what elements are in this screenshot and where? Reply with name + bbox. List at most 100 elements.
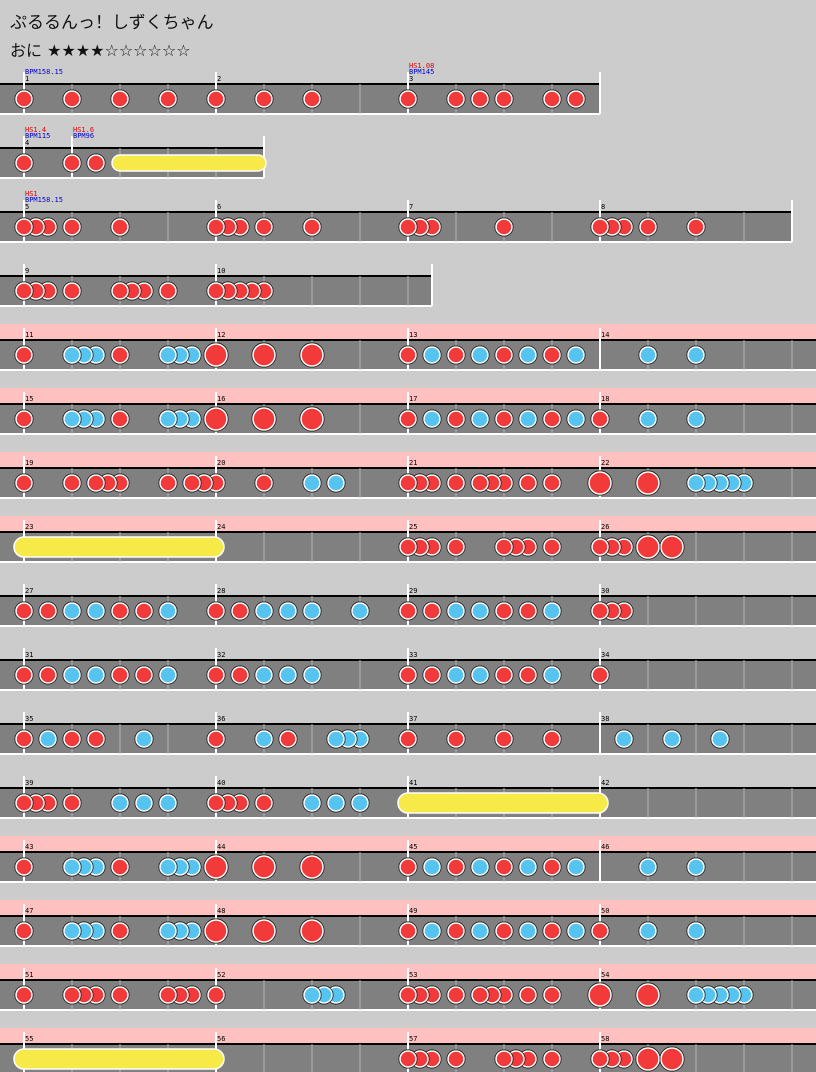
ka-note	[615, 730, 633, 748]
don-note-outline	[494, 217, 514, 237]
don-note-outline	[14, 985, 34, 1005]
ka-note-outline	[326, 793, 346, 813]
don-note	[423, 602, 441, 620]
don-note	[207, 602, 225, 620]
don-note-outline	[398, 473, 418, 493]
ka-note	[63, 666, 81, 684]
big-don-note-outline	[299, 342, 325, 368]
don-note	[495, 602, 513, 620]
don-note	[111, 410, 129, 428]
ka-note-outline	[518, 921, 538, 941]
don-note	[591, 538, 609, 556]
ka-note-outline	[662, 729, 682, 749]
measure-number: 36	[217, 715, 225, 723]
chart-row: 9 10	[0, 264, 433, 307]
don-note	[15, 602, 33, 620]
don-note-outline	[398, 857, 418, 877]
don-note-outline	[518, 985, 538, 1005]
don-note-outline	[62, 729, 82, 749]
ka-note-outline	[710, 729, 730, 749]
don-note	[591, 602, 609, 620]
don-note-outline	[494, 729, 514, 749]
don-note-outline	[590, 601, 610, 621]
ka-note	[159, 602, 177, 620]
don-note-outline	[182, 473, 202, 493]
don-note	[159, 282, 177, 300]
don-note	[111, 858, 129, 876]
don-note	[591, 666, 609, 684]
drumroll-note	[13, 536, 225, 558]
don-note	[447, 538, 465, 556]
ka-note	[303, 666, 321, 684]
ka-note-outline	[326, 473, 346, 493]
don-note-outline	[14, 153, 34, 173]
ka-note	[303, 794, 321, 812]
hs-label: HS1.08	[409, 62, 434, 70]
measure-number: 56	[217, 1035, 225, 1043]
don-note	[207, 986, 225, 1004]
don-note-outline	[590, 665, 610, 685]
ka-note-outline	[62, 921, 82, 941]
don-note	[567, 90, 585, 108]
ka-note-outline	[350, 793, 370, 813]
measure-number: 29	[409, 587, 417, 595]
ka-note	[159, 346, 177, 364]
don-note-outline	[110, 665, 130, 685]
don-note	[471, 474, 489, 492]
don-note-outline	[62, 985, 82, 1005]
measure-number: 46	[601, 843, 609, 851]
big-don-note-outline	[587, 470, 613, 496]
don-note	[159, 474, 177, 492]
bpm-label: BPM96	[73, 132, 94, 140]
don-note-outline	[446, 921, 466, 941]
ka-note-outline	[470, 857, 490, 877]
ka-note-outline	[542, 601, 562, 621]
ka-note	[135, 730, 153, 748]
don-note	[111, 986, 129, 1004]
ka-note-outline	[470, 665, 490, 685]
drumroll-note	[397, 792, 609, 814]
don-note	[231, 602, 249, 620]
don-note	[39, 666, 57, 684]
don-note-outline	[14, 345, 34, 365]
ka-note	[279, 666, 297, 684]
don-note	[495, 538, 513, 556]
don-note-outline	[14, 217, 34, 237]
don-note-outline	[110, 857, 130, 877]
don-note-outline	[398, 409, 418, 429]
big-don-note-outline	[299, 918, 325, 944]
don-note	[519, 666, 537, 684]
big-don-note-outline	[635, 534, 661, 560]
don-note	[15, 90, 33, 108]
measure-number: 40	[217, 779, 225, 787]
measure-number: 21	[409, 459, 417, 467]
don-note	[15, 282, 33, 300]
don-note-outline	[494, 89, 514, 109]
don-note	[255, 90, 273, 108]
don-note-outline	[14, 857, 34, 877]
don-note-outline	[62, 217, 82, 237]
don-note	[15, 154, 33, 172]
ka-note-outline	[86, 601, 106, 621]
don-note-outline	[62, 793, 82, 813]
measure-number: 19	[25, 459, 33, 467]
don-note-outline	[398, 345, 418, 365]
big-don-note-outline	[659, 534, 685, 560]
don-note-outline	[86, 729, 106, 749]
big-don-note-outline	[203, 406, 229, 432]
ka-note-outline	[254, 665, 274, 685]
don-note	[519, 474, 537, 492]
big-don-note	[636, 983, 660, 1007]
ka-note-outline	[158, 345, 178, 365]
big-don-note-outline	[203, 342, 229, 368]
don-note	[447, 90, 465, 108]
ka-note-outline	[158, 409, 178, 429]
don-note-outline	[398, 89, 418, 109]
don-note-outline	[86, 153, 106, 173]
don-note	[399, 858, 417, 876]
big-don-note-outline	[635, 470, 661, 496]
don-note	[63, 90, 81, 108]
big-don-note	[660, 1047, 684, 1071]
big-don-note	[204, 407, 228, 431]
